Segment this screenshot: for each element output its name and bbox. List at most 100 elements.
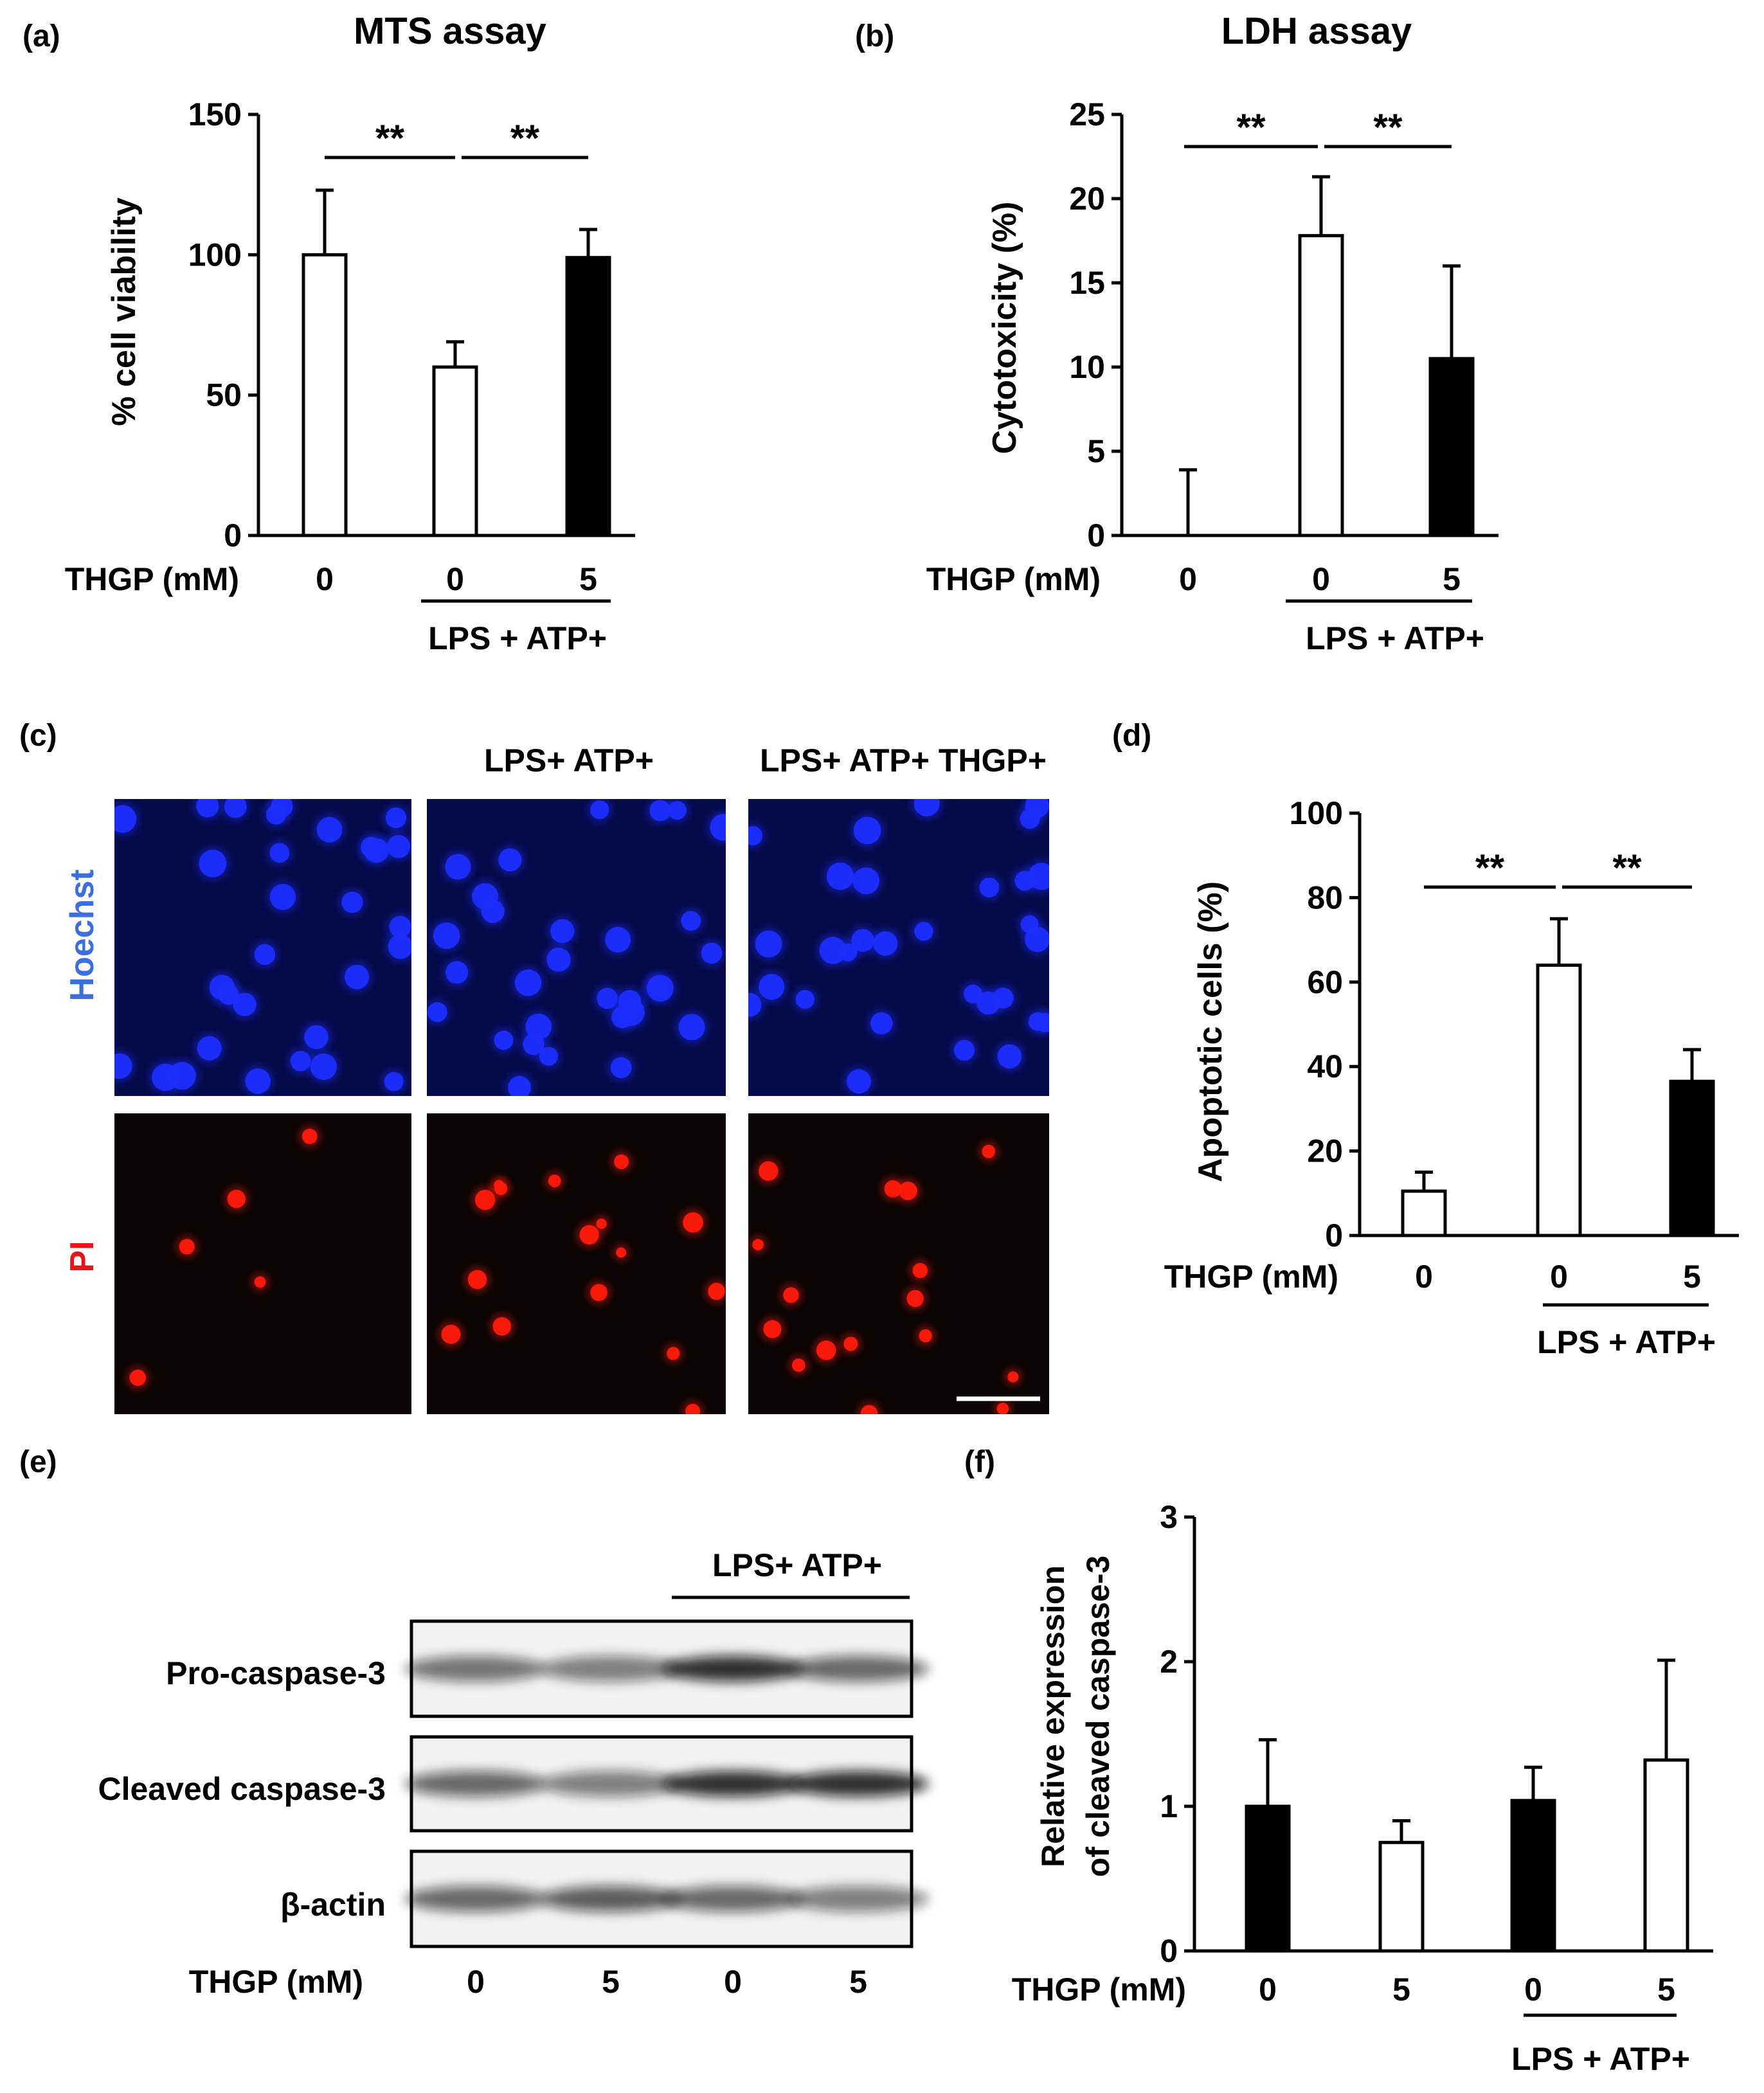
category-label: 0 — [1524, 1972, 1542, 2008]
y-tick-label: 80 — [1307, 879, 1343, 915]
category-label: 5 — [1657, 1972, 1675, 2008]
significance-marker: ** — [1236, 107, 1266, 148]
panel-e-western-blot: (e) LPS+ ATP+ Pro-caspase-3 Cleaved casp… — [19, 1445, 929, 2000]
y-tick-label: 20 — [1307, 1133, 1343, 1169]
blot-label-pro-caspase-3: Pro-caspase-3 — [166, 1655, 386, 1691]
panel-b-y-axis-label: Cytotoxicity (%) — [986, 202, 1023, 454]
panel-d-label: (d) — [1112, 719, 1151, 753]
hoechst-image — [114, 799, 411, 1096]
category-label: 5 — [1683, 1259, 1701, 1295]
panel-e-lane-2: 5 — [602, 1964, 620, 2000]
category-label: 0 — [316, 561, 334, 597]
panel-a-y-axis-label: % cell viability — [105, 197, 143, 426]
category-label: 5 — [1392, 1972, 1410, 2008]
y-tick-label: 5 — [1087, 433, 1105, 469]
panel-e-lane-3: 0 — [724, 1964, 742, 2000]
panel-e-row-label: THGP (mM) — [189, 1964, 363, 2000]
y-tick-label: 2 — [1160, 1644, 1178, 1680]
significance-marker: ** — [1612, 847, 1642, 889]
y-tick-label: 0 — [1087, 517, 1105, 553]
panel-f-label: (f) — [964, 1445, 995, 1479]
bar — [1298, 234, 1344, 537]
panel-f-y-axis-label-line-2: of cleaved caspase-3 — [1080, 1556, 1116, 1877]
category-label: 0 — [1312, 561, 1330, 597]
category-label: 0 — [446, 561, 464, 597]
y-tick-label: 0 — [224, 517, 242, 553]
y-tick-label: 0 — [1325, 1217, 1343, 1253]
panel-a-row-label: THGP (mM) — [65, 561, 239, 597]
hoechst-image — [427, 799, 726, 1096]
panel-a-title: MTS assay — [354, 10, 546, 52]
category-label: 0 — [1415, 1259, 1433, 1295]
panel-a-group-label: LPS + ATP+ — [428, 620, 607, 656]
bar — [565, 256, 611, 537]
y-tick-label: 0 — [1160, 1933, 1178, 1969]
category-label: 0 — [1179, 561, 1197, 597]
panel-f-cleaved-caspase-chart: (f) Relative expression of cleaved caspa… — [964, 1445, 1713, 2077]
panel-a-mts-chart: (a) MTS assay % cell viability 050100150… — [22, 10, 635, 656]
y-tick-label: 10 — [1069, 349, 1105, 385]
pro-caspase-3-blot — [405, 1619, 929, 1718]
panel-d-row-label: THGP (mM) — [1164, 1259, 1338, 1295]
pi-image — [748, 1113, 1049, 1414]
panel-f-y-axis-label-line-1: Relative expression — [1035, 1565, 1071, 1867]
category-label: 0 — [1259, 1972, 1277, 2008]
significance-marker: ** — [510, 118, 540, 159]
panel-e-lane-1: 0 — [467, 1964, 485, 2000]
category-label: 5 — [1443, 561, 1461, 597]
y-tick-label: 60 — [1307, 964, 1343, 1000]
bar — [1510, 1799, 1556, 1953]
significance-marker: ** — [375, 118, 405, 159]
panel-c-micrographs: (c) LPS+ ATP+ LPS+ ATP+ THGP+ Hoechst PI — [19, 719, 1049, 1414]
category-label: 5 — [579, 561, 597, 597]
bar — [1428, 357, 1475, 537]
y-tick-label: 3 — [1160, 1499, 1178, 1535]
panel-c-label: (c) — [19, 719, 57, 753]
panel-e-lane-4: 5 — [849, 1964, 867, 2000]
bar — [1378, 1840, 1425, 1953]
bar — [1401, 1189, 1447, 1237]
y-tick-label: 50 — [206, 377, 242, 413]
bar — [1536, 964, 1582, 1237]
category-label: 0 — [1550, 1259, 1568, 1295]
y-tick-label: 40 — [1307, 1048, 1343, 1084]
bar — [1643, 1758, 1689, 1953]
y-tick-label: 150 — [188, 96, 242, 132]
panel-d-y-axis-label: Apoptotic cells (%) — [1192, 881, 1229, 1182]
bar — [302, 253, 348, 537]
significance-marker: ** — [1373, 107, 1403, 148]
beta-actin-blot — [405, 1849, 929, 1948]
pi-row-label: PI — [64, 1241, 101, 1272]
panel-b-ldh-chart: (b) LDH assay Cytotoxicity (%) 0 5 10 15 20 2… — [855, 10, 1498, 656]
panel-d-apoptosis-chart: (d) Apoptotic cells (%) 0 20 40 60 80 100 ** **… — [1112, 719, 1739, 1360]
y-tick-label: 1 — [1160, 1788, 1178, 1824]
panel-c-column-title-1: LPS+ ATP+ — [484, 742, 654, 778]
blot-label-cleaved-caspase-3: Cleaved caspase-3 — [98, 1771, 386, 1807]
y-tick-label: 20 — [1069, 181, 1105, 217]
panel-b-group-label: LPS + ATP+ — [1306, 620, 1484, 656]
panel-f-row-label: THGP (mM) — [1012, 1972, 1186, 2008]
y-tick-label: 100 — [188, 237, 242, 273]
blot-label-beta-actin: β-actin — [280, 1887, 386, 1923]
panel-d-group-label: LPS + ATP+ — [1537, 1324, 1716, 1360]
panel-b-label: (b) — [855, 19, 894, 53]
y-tick-label: 100 — [1290, 795, 1343, 831]
hoechst-row-label: Hoechst — [64, 869, 101, 1001]
pi-image — [427, 1113, 726, 1414]
bar — [1245, 1804, 1291, 1953]
panel-c-column-title-2: LPS+ ATP+ THGP+ — [760, 742, 1047, 778]
panel-b-title: LDH assay — [1221, 10, 1412, 52]
significance-marker: ** — [1475, 847, 1505, 889]
y-tick-label: 15 — [1069, 265, 1105, 301]
hoechst-image — [748, 799, 1049, 1096]
pi-image — [114, 1113, 411, 1414]
panel-e-group-label: LPS+ ATP+ — [712, 1547, 882, 1583]
panel-f-group-label: LPS + ATP+ — [1511, 2041, 1690, 2077]
panel-a-label: (a) — [22, 19, 60, 53]
panel-b-row-label: THGP (mM) — [926, 561, 1101, 597]
cleaved-caspase-3-blot — [405, 1735, 929, 1833]
bar — [432, 365, 478, 537]
y-tick-label: 25 — [1069, 96, 1105, 132]
panel-e-label: (e) — [19, 1445, 57, 1479]
